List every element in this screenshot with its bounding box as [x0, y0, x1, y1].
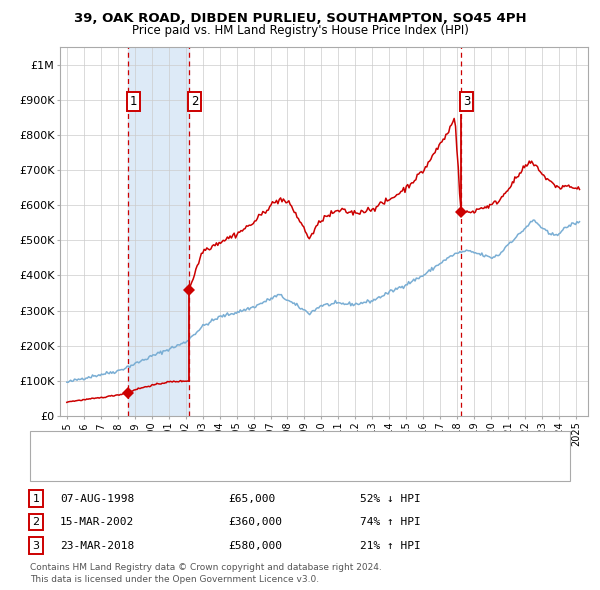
Text: £65,000: £65,000 [228, 494, 275, 503]
Text: 2: 2 [191, 95, 198, 108]
Text: 23-MAR-2018: 23-MAR-2018 [60, 541, 134, 550]
Text: 21% ↑ HPI: 21% ↑ HPI [360, 541, 421, 550]
Text: 3: 3 [32, 541, 40, 550]
Text: 1: 1 [32, 494, 40, 503]
Text: 39, OAK ROAD, DIBDEN PURLIEU, SOUTHAMPTON, SO45 4PH (detached house): 39, OAK ROAD, DIBDEN PURLIEU, SOUTHAMPTO… [93, 434, 503, 444]
Text: 3: 3 [463, 95, 470, 108]
Text: 52% ↓ HPI: 52% ↓ HPI [360, 494, 421, 503]
Text: This data is licensed under the Open Government Licence v3.0.: This data is licensed under the Open Gov… [30, 575, 319, 584]
Text: Price paid vs. HM Land Registry's House Price Index (HPI): Price paid vs. HM Land Registry's House … [131, 24, 469, 37]
Text: 2: 2 [32, 517, 40, 527]
Text: ────: ──── [48, 432, 82, 446]
Text: Contains HM Land Registry data © Crown copyright and database right 2024.: Contains HM Land Registry data © Crown c… [30, 563, 382, 572]
Text: £580,000: £580,000 [228, 541, 282, 550]
Text: ────: ──── [48, 465, 82, 479]
Text: HPI: Average price, detached house, New Forest: HPI: Average price, detached house, New … [93, 467, 344, 477]
Text: 15-MAR-2002: 15-MAR-2002 [60, 517, 134, 527]
Text: 1: 1 [130, 95, 137, 108]
Text: £360,000: £360,000 [228, 517, 282, 527]
Text: 74% ↑ HPI: 74% ↑ HPI [360, 517, 421, 527]
Text: 07-AUG-1998: 07-AUG-1998 [60, 494, 134, 503]
Text: 39, OAK ROAD, DIBDEN PURLIEU, SOUTHAMPTON, SO45 4PH: 39, OAK ROAD, DIBDEN PURLIEU, SOUTHAMPTO… [74, 12, 526, 25]
Bar [128, 47, 189, 416]
